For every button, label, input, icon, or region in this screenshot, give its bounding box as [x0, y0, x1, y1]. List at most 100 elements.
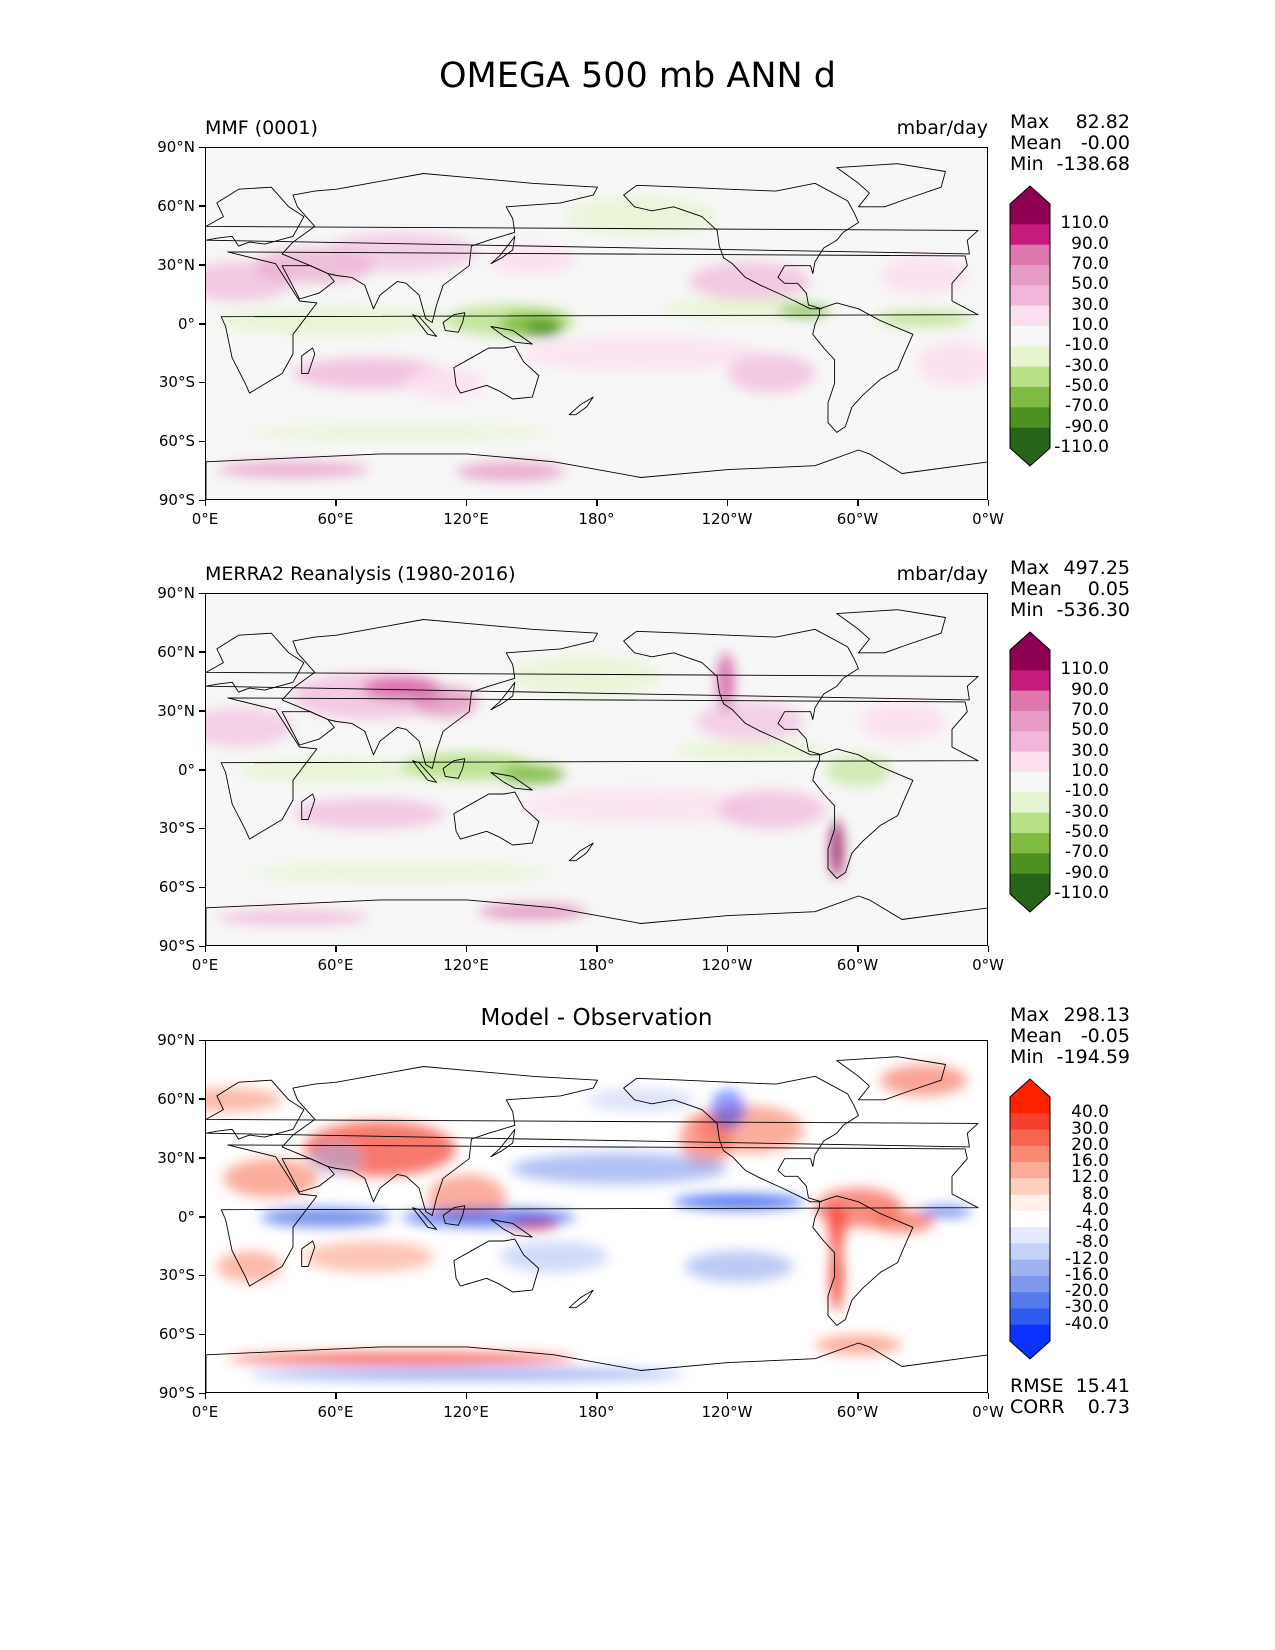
coastline [412, 314, 438, 337]
x-tick [204, 1393, 206, 1399]
coastline [220, 251, 979, 394]
field-blob [206, 707, 293, 747]
coastline [568, 396, 594, 416]
field-blob [223, 1158, 320, 1198]
colorbar-swatch [1010, 244, 1050, 266]
x-tick-label: 180° [578, 1403, 615, 1421]
colorbar-swatch [1010, 305, 1050, 327]
colorbar-label: 20.0 [1071, 1134, 1109, 1155]
field-blob [586, 1088, 696, 1112]
field-blob [684, 1250, 794, 1283]
colorbar-swatch [1010, 366, 1050, 388]
field-blob [695, 701, 805, 742]
colorbar-label: -30.0 [1065, 801, 1109, 822]
colorbar-swatch [1010, 1113, 1050, 1131]
colorbar-swatch [1010, 772, 1050, 793]
x-tick [335, 1393, 337, 1399]
panel-title: MMF (0001) [205, 117, 318, 139]
colorbar-label: -90.0 [1065, 862, 1109, 883]
x-tick [596, 500, 598, 506]
y-tick-label: 60°S [158, 432, 195, 451]
colorbar-swatch [1010, 792, 1050, 814]
field-blob [875, 310, 972, 327]
field-blob [477, 903, 587, 920]
colorbar [1009, 1078, 1051, 1360]
colorbar-label: 110.0 [1060, 659, 1109, 680]
colorbar-swatch [1010, 285, 1050, 307]
field-blob [688, 261, 811, 301]
field-blob [521, 788, 761, 824]
x-tick [857, 946, 859, 952]
colorbar-swatch [1010, 1194, 1050, 1212]
coastline [442, 758, 466, 779]
colorbar-label: -40.0 [1065, 1313, 1109, 1334]
stat-label-max: Max [1010, 111, 1050, 133]
coastline [206, 1342, 987, 1392]
colorbar-swatch [1010, 873, 1050, 895]
y-tick-label: 60°N [157, 196, 195, 215]
coastline [281, 265, 335, 300]
field-blob [710, 1090, 746, 1130]
coastline [301, 1240, 316, 1267]
colorbar-swatch [1010, 1275, 1050, 1293]
coastline [623, 182, 859, 310]
colorbar-label: -8.0 [1075, 1232, 1109, 1253]
stat-value-max: 298.13 [1063, 1004, 1130, 1026]
colorbar-swatch [1010, 204, 1050, 225]
coastline [623, 1075, 859, 1203]
field-blob [499, 764, 565, 785]
coastline [453, 1238, 540, 1293]
colorbar-swatch [1010, 326, 1050, 347]
y-tick-label: 30°S [158, 373, 195, 392]
y-tick-label: 60°S [158, 1325, 195, 1344]
x-tick-label: 0°E [191, 956, 219, 974]
x-tick [987, 1393, 989, 1399]
stat-value-max: 82.82 [1075, 111, 1130, 133]
coastline [490, 326, 533, 345]
field-blob [830, 1241, 844, 1312]
map-field [206, 148, 987, 499]
coastline [281, 1066, 598, 1216]
y-tick [199, 499, 205, 501]
colorbar-label: -12.0 [1065, 1248, 1109, 1269]
field-blob [815, 1335, 902, 1355]
y-tick-label: 0° [177, 760, 195, 779]
field-blob [456, 461, 565, 482]
y-tick [199, 1274, 205, 1277]
field-blob [717, 652, 735, 712]
colorbar-label: 50.0 [1071, 274, 1109, 295]
colorbar-swatch [1010, 833, 1050, 854]
x-tick-label: 120°E [443, 1403, 489, 1421]
field-blob [216, 306, 457, 335]
coastline [490, 681, 516, 711]
colorbar-label: 70.0 [1071, 700, 1109, 720]
x-tick [857, 500, 859, 506]
stat-label-max: Max [1010, 557, 1050, 579]
field-blob [206, 1088, 283, 1112]
colorbar-extend-top [1010, 1079, 1050, 1097]
x-tick-label: 60°E [317, 1403, 354, 1421]
y-tick-label: 90°S [158, 937, 195, 955]
field-blob [303, 1241, 435, 1273]
colorbar-label: 12.0 [1071, 1167, 1109, 1188]
x-tick-label: 60°E [317, 956, 354, 974]
field-blob [412, 686, 478, 718]
field-blob [510, 656, 663, 696]
colorbar-label: 30.0 [1071, 294, 1109, 315]
field-blob [717, 790, 826, 830]
field-blob [310, 1142, 363, 1175]
field-blob [488, 244, 576, 276]
colorbar-swatch [1010, 853, 1050, 875]
coastline [281, 173, 598, 323]
y-tick [199, 1333, 205, 1336]
colorbar-swatch [1010, 407, 1050, 429]
coastline [836, 609, 946, 654]
colorbar-label: 30.0 [1071, 1118, 1109, 1139]
colorbar-label: 8.0 [1081, 1183, 1109, 1204]
y-tick [199, 886, 205, 889]
colorbar-label: -110.0 [1054, 883, 1109, 903]
y-tick [199, 1039, 205, 1041]
x-tick-label: 120°E [443, 956, 489, 974]
y-tick-label: 90°S [158, 1384, 195, 1402]
y-tick [199, 651, 205, 653]
